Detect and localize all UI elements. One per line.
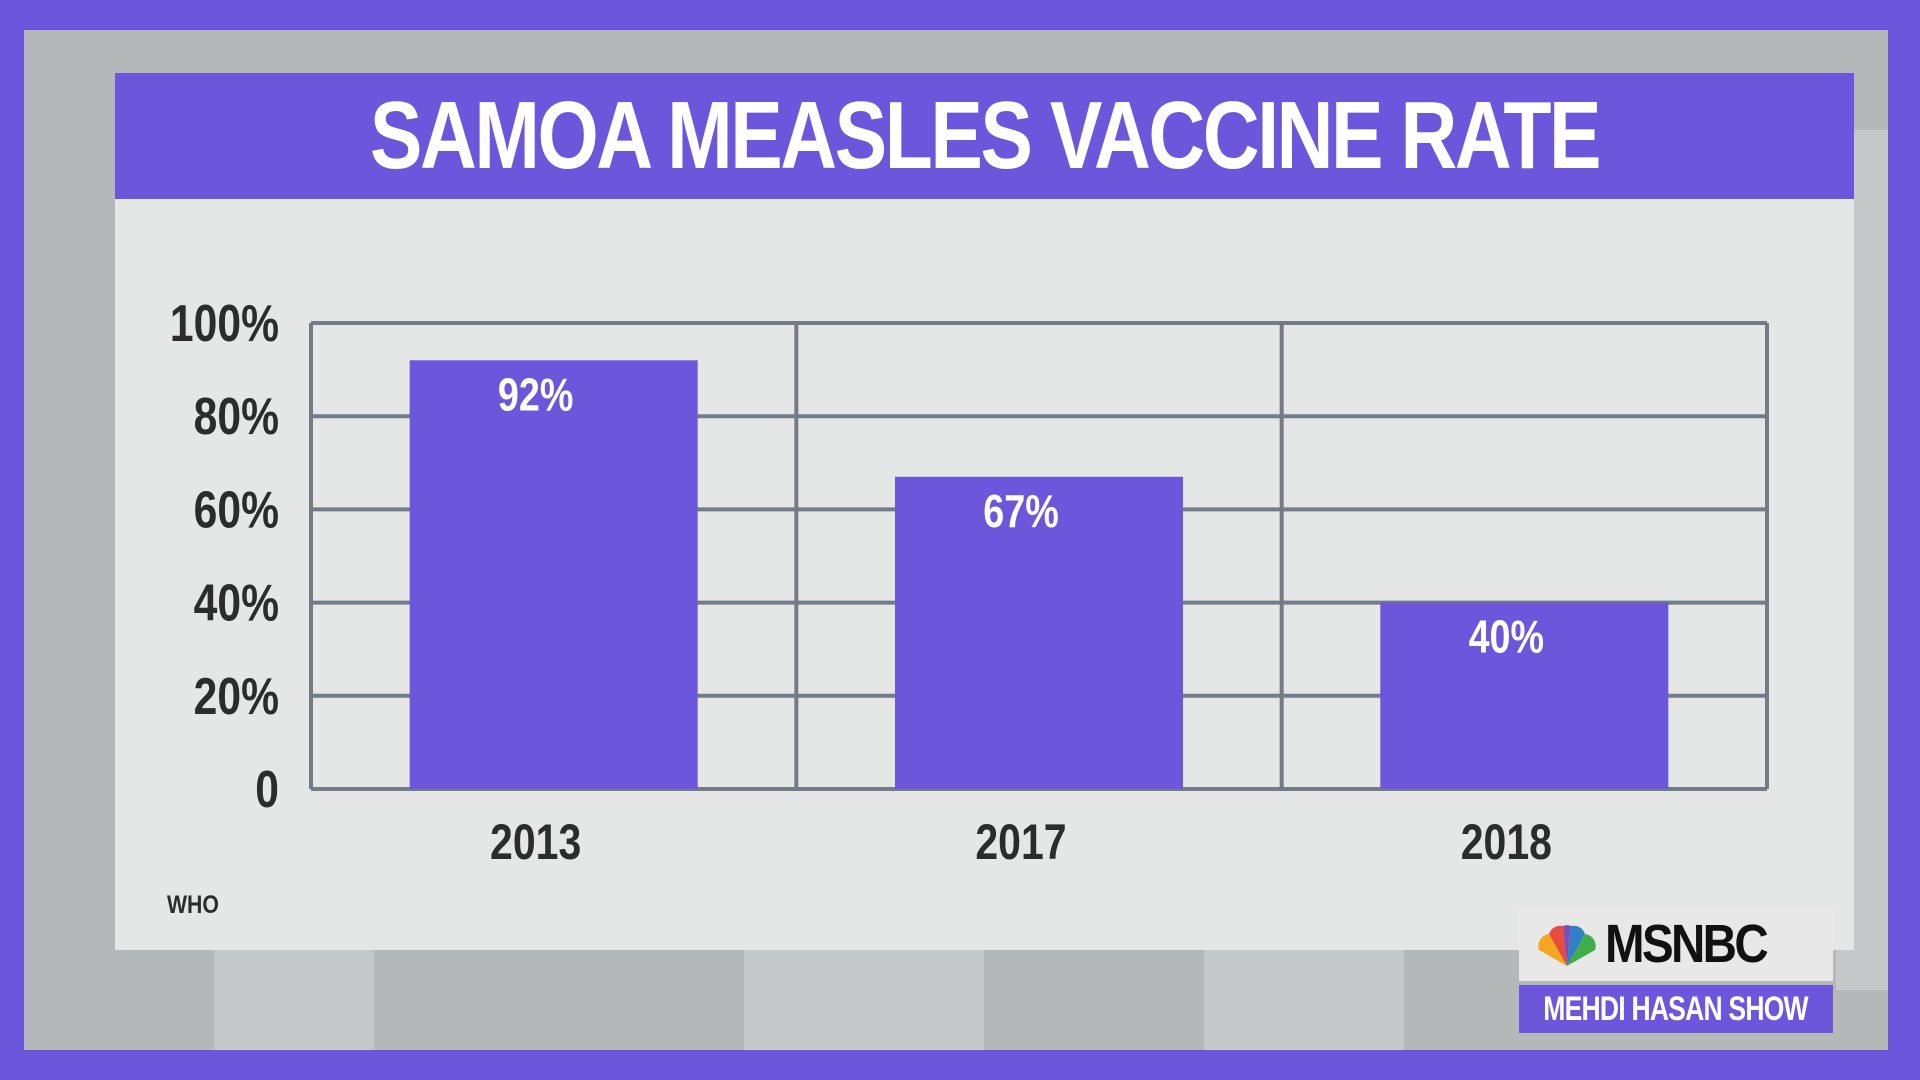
y-tick-label: 100% [170, 295, 279, 353]
y-tick-label: 80% [194, 388, 279, 446]
chart-title: SAMOA MEASLES VACCINE RATE [369, 82, 1602, 189]
msnbc-wordmark: MSNBC [1605, 914, 1769, 974]
bar-2017 [895, 476, 1183, 789]
x-tick-label: 2018 [1461, 814, 1552, 870]
bar-2013 [409, 360, 698, 789]
y-tick-label: 20% [194, 668, 279, 726]
y-tick-label: 40% [194, 575, 279, 633]
show-name: MEHDI HASAN SHOW [1543, 989, 1809, 1028]
x-tick-label: 2013 [490, 814, 581, 870]
bar-value-label: 40% [1469, 611, 1544, 662]
network-logo: MSNBC MEHDI HASAN SHOW [1519, 907, 1833, 1033]
background-frame: SAMOA MEASLES VACCINE RATE 92% 2013 67% 201… [24, 30, 1888, 1050]
chart-panel: SAMOA MEASLES VACCINE RATE 92% 2013 67% 201… [115, 73, 1854, 950]
y-tick-label: 60% [194, 481, 279, 539]
y-tick-label: 0 [255, 761, 279, 819]
msnbc-logo: MSNBC [1519, 907, 1833, 981]
bar-value-label: 92% [498, 369, 573, 420]
title-bar: SAMOA MEASLES VACCINE RATE [115, 73, 1854, 199]
bar-2018 [1380, 602, 1669, 789]
x-tick-label: 2017 [975, 814, 1066, 870]
bar-chart: 92% 2013 67% 2017 40% 2018 0 20% 40% 60% 80% 100% [170, 295, 1769, 870]
bar-value-label: 67% [983, 485, 1058, 536]
show-banner: MEHDI HASAN SHOW [1519, 985, 1833, 1033]
source-label: WHO [167, 891, 219, 919]
peacock-icon [1538, 925, 1596, 966]
